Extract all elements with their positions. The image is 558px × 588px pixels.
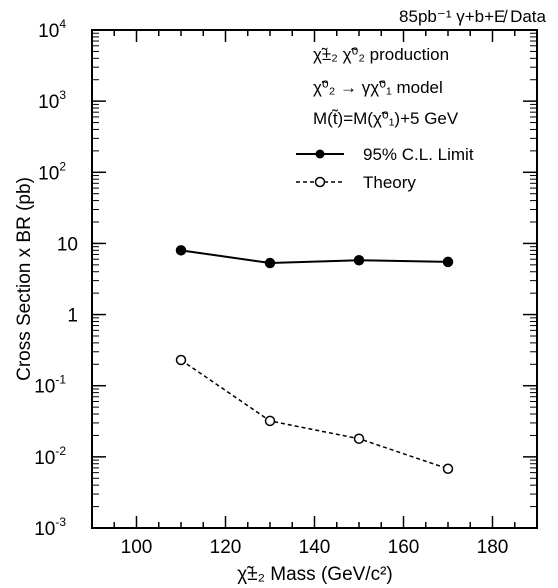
series-0-point [175, 245, 187, 256]
x-tick-labels: 100 120 140 160 180 [121, 537, 509, 558]
series-1-point [353, 433, 365, 444]
y-tick-label: 1 [67, 306, 78, 327]
series-0-point [442, 256, 454, 268]
x-tick-label: 120 [210, 537, 242, 558]
y-tick-label: 104 [38, 17, 66, 42]
legend: 95% C.L. Limit Theory [296, 145, 474, 192]
series-1-point [264, 415, 276, 427]
chart-header: 85pb⁻¹ γ+b+E̸ Data [399, 7, 547, 26]
x-tick-label: 180 [477, 537, 509, 558]
y-tick-label: 10 [57, 234, 78, 255]
series-1-point [442, 463, 454, 475]
y-axis-label: Cross Section x BR (pb) [14, 177, 35, 381]
axis-ticks [91, 29, 538, 529]
legend-label-limit: 95% C.L. Limit [363, 145, 474, 164]
series-0-point [264, 257, 276, 269]
y-tick-label: 10-3 [34, 515, 66, 540]
x-tick-label: 100 [121, 537, 153, 558]
y-tick-label: 10-2 [34, 444, 66, 469]
x-axis-label: χ̃±₂ Mass (GeV/c²) [237, 564, 393, 585]
legend-marker-limit [315, 149, 325, 159]
legend-label-theory: Theory [363, 173, 416, 192]
series-line-1 [180, 359, 449, 470]
x-tick-label: 160 [388, 537, 420, 558]
y-tick-label: 103 [38, 88, 66, 113]
annotation-production: χ̃±₂ χ̃⁰₂ production [313, 45, 449, 64]
series-0-point [353, 255, 365, 266]
series-layer [175, 245, 454, 475]
series-1-point [175, 354, 187, 366]
y-tick-label: 102 [38, 159, 66, 184]
x-tick-label: 140 [299, 537, 331, 558]
legend-marker-theory [314, 176, 326, 188]
series-line-0 [180, 249, 449, 265]
annotation-stop-mass: M(t̃)=M(χ̃⁰₁)+5 GeV [313, 109, 459, 128]
annotation-model: χ̃⁰₂ → γχ̃⁰₁ model [313, 78, 443, 97]
y-tick-label: 10-1 [34, 373, 66, 398]
plot-frame [91, 29, 538, 529]
